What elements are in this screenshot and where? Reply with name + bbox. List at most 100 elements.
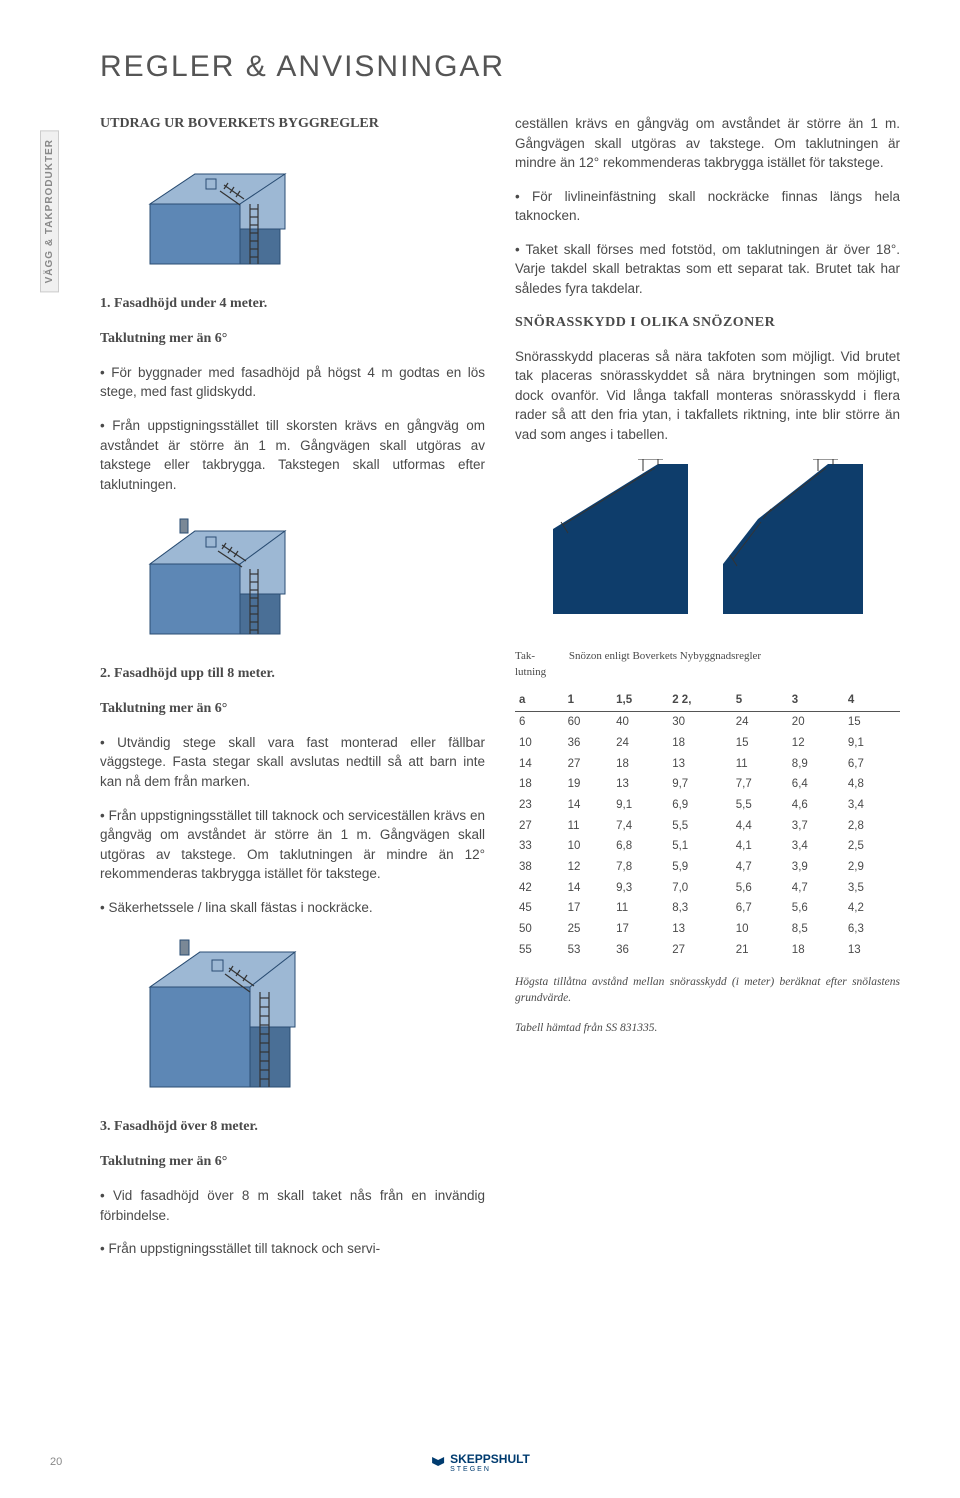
table-cell: 20 bbox=[788, 712, 844, 733]
table-row: 55533627211813 bbox=[515, 940, 900, 961]
table-cell: 45 bbox=[515, 898, 564, 919]
section-1-p2: • Från uppstigningsstället till skorsten… bbox=[100, 416, 485, 494]
table-col-header: 2 2, bbox=[668, 690, 732, 711]
right-column: ceställen krävs en gångväg om avståndet … bbox=[515, 114, 900, 1273]
section-2-p3: • Säkerhetssele / lina skall fästas i no… bbox=[100, 898, 485, 918]
right-p2: • För livlineinfästning skall nockräcke … bbox=[515, 187, 900, 226]
table-row: 1036241815129,1 bbox=[515, 733, 900, 754]
table-cell: 27 bbox=[564, 754, 613, 775]
table-cell: 13 bbox=[668, 754, 732, 775]
section-3-title: 3. Fasadhöjd över 8 meter. bbox=[100, 1117, 485, 1137]
table-cell: 17 bbox=[612, 919, 668, 940]
table-cell: 11 bbox=[564, 816, 613, 837]
table-col-header: 3 bbox=[788, 690, 844, 711]
table-cell: 10 bbox=[564, 836, 613, 857]
house-illustration-2 bbox=[130, 509, 485, 644]
table-cell: 3,7 bbox=[788, 816, 844, 837]
left-column: UTDRAG UR BOVERKETS BYGGREGLER bbox=[100, 114, 485, 1273]
table-cell: 12 bbox=[564, 857, 613, 878]
table-cell: 7,8 bbox=[612, 857, 668, 878]
section-3-subtitle: Taklutning mer än 6° bbox=[100, 1152, 485, 1172]
table-cell: 14 bbox=[564, 878, 613, 899]
table-row: 1819139,77,76,44,8 bbox=[515, 774, 900, 795]
table-cell: 13 bbox=[844, 940, 900, 961]
table-cell: 6,3 bbox=[844, 919, 900, 940]
table-cell: 42 bbox=[515, 878, 564, 899]
section-2-p1: • Utvändig stege skall vara fast montera… bbox=[100, 733, 485, 792]
table-cell: 4,1 bbox=[732, 836, 788, 857]
table-cell: 5,6 bbox=[788, 898, 844, 919]
table-cell: 4,2 bbox=[844, 898, 900, 919]
table-cell: 6,8 bbox=[612, 836, 668, 857]
table-cell: 2,5 bbox=[844, 836, 900, 857]
table-cell: 13 bbox=[612, 774, 668, 795]
table-cell: 55 bbox=[515, 940, 564, 961]
table-cell: 7,0 bbox=[668, 878, 732, 899]
table-cell: 38 bbox=[515, 857, 564, 878]
table-cell: 18 bbox=[788, 940, 844, 961]
table-cell: 19 bbox=[564, 774, 613, 795]
table-cell: 14 bbox=[564, 795, 613, 816]
table-col-header: a bbox=[515, 690, 564, 711]
table-cell: 11 bbox=[612, 898, 668, 919]
footer-logo: SKEPPSHULT STEGEN bbox=[430, 1452, 530, 1473]
snozon-label: Snözon enligt Boverkets Nybyggnadsregler bbox=[569, 650, 761, 662]
table-cell: 8,9 bbox=[788, 754, 844, 775]
table-cell: 11 bbox=[732, 754, 788, 775]
table-cell: 5,1 bbox=[668, 836, 732, 857]
table-cell: 9,1 bbox=[844, 733, 900, 754]
table-cell: 18 bbox=[515, 774, 564, 795]
table-cell: 5,6 bbox=[732, 878, 788, 899]
page-title: REGLER & ANVISNINGAR bbox=[100, 50, 900, 84]
table-row: 42149,37,05,64,73,5 bbox=[515, 878, 900, 899]
table-cell: 8,5 bbox=[788, 919, 844, 940]
table-cell: 23 bbox=[515, 795, 564, 816]
table-cell: 17 bbox=[564, 898, 613, 919]
table-col-header: 5 bbox=[732, 690, 788, 711]
right-p1: ceställen krävs en gångväg om avståndet … bbox=[515, 114, 900, 173]
page-number: 20 bbox=[50, 1456, 62, 1468]
table-cell: 10 bbox=[515, 733, 564, 754]
table-cell: 9,3 bbox=[612, 878, 668, 899]
table-caption-2: Tabell hämtad från SS 831335. bbox=[515, 1020, 900, 1036]
table-cell: 3,9 bbox=[788, 857, 844, 878]
table-row: 50251713108,56,3 bbox=[515, 919, 900, 940]
table-row: 14271813118,96,7 bbox=[515, 754, 900, 775]
table-cell: 4,7 bbox=[788, 878, 844, 899]
table-cell: 6,7 bbox=[844, 754, 900, 775]
table-cell: 27 bbox=[515, 816, 564, 837]
table-cell: 4,4 bbox=[732, 816, 788, 837]
logo-subtext: STEGEN bbox=[450, 1466, 530, 1473]
table-cell: 13 bbox=[668, 919, 732, 940]
logo-text: SKEPPSHULT bbox=[450, 1452, 530, 1466]
utdrag-heading: UTDRAG UR BOVERKETS BYGGREGLER bbox=[100, 114, 485, 134]
table-row: 6604030242015 bbox=[515, 712, 900, 733]
table-cell: 10 bbox=[732, 919, 788, 940]
table-cell: 4,8 bbox=[844, 774, 900, 795]
table-cell: 27 bbox=[668, 940, 732, 961]
table-cell: 2,8 bbox=[844, 816, 900, 837]
table-col-header: 1 bbox=[564, 690, 613, 711]
table-cell: 6,7 bbox=[732, 898, 788, 919]
table-cell: 40 bbox=[612, 712, 668, 733]
right-p4: Snörasskydd placeras så nära takfoten so… bbox=[515, 347, 900, 445]
table-cell: 6,4 bbox=[788, 774, 844, 795]
snow-table-wrapper: Tak- Snözon enligt Boverkets Nybyggnadsr… bbox=[515, 649, 900, 961]
section-2-subtitle: Taklutning mer än 6° bbox=[100, 699, 485, 719]
table-row: 23149,16,95,54,63,4 bbox=[515, 795, 900, 816]
snow-table: a11,52 2,534 66040302420151036241815129,… bbox=[515, 690, 900, 960]
table-cell: 60 bbox=[564, 712, 613, 733]
section-3-p2: • Från uppstigningsstället till taknock … bbox=[100, 1239, 485, 1259]
section-3-p1: • Vid fasadhöjd över 8 m skall taket nås… bbox=[100, 1186, 485, 1225]
table-cell: 5,5 bbox=[668, 816, 732, 837]
side-tab: VÄGG & TAKPRODUKTER bbox=[40, 130, 59, 292]
table-cell: 8,3 bbox=[668, 898, 732, 919]
tak-label: Tak- bbox=[515, 650, 535, 662]
table-cell: 3,4 bbox=[844, 795, 900, 816]
table-cell: 36 bbox=[612, 940, 668, 961]
roof-diagrams bbox=[515, 459, 900, 619]
table-cell: 5,5 bbox=[732, 795, 788, 816]
table-cell: 21 bbox=[732, 940, 788, 961]
table-cell: 30 bbox=[668, 712, 732, 733]
table-cell: 4,6 bbox=[788, 795, 844, 816]
